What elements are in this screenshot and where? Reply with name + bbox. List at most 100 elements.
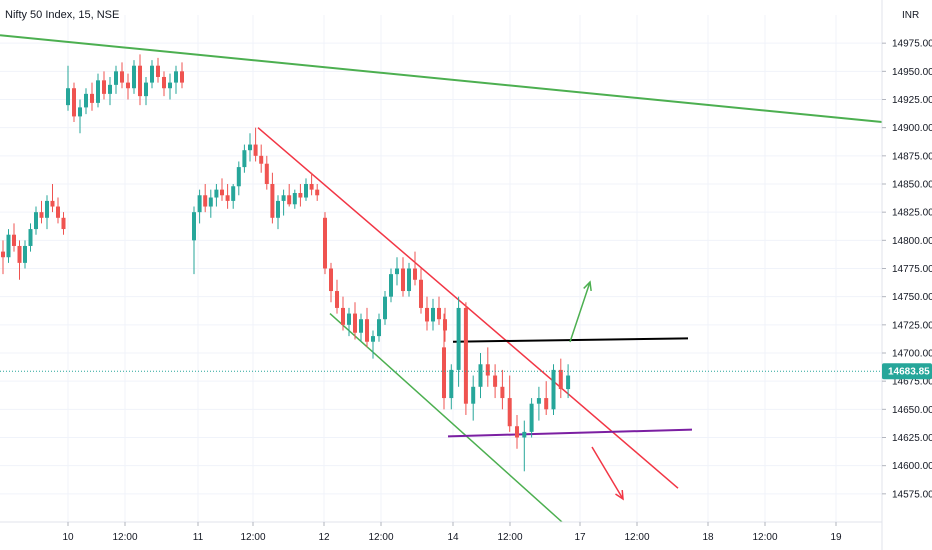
candle-body: [500, 386, 505, 399]
candle-body: [401, 268, 405, 292]
candle-body: [478, 364, 483, 387]
candle-body: [208, 197, 213, 207]
time-tick-label: 12:00: [368, 532, 393, 543]
candle-body: [431, 307, 435, 322]
candle-body: [23, 245, 27, 263]
candle-body: [558, 369, 563, 390]
candle-body: [442, 347, 446, 399]
time-tick-label: 14: [447, 532, 459, 543]
candle-body: [120, 71, 124, 83]
candle-body: [114, 71, 118, 85]
candle-body: [544, 398, 549, 410]
candle-body: [50, 200, 55, 207]
candle-body: [102, 80, 106, 94]
trendline-drawings[interactable]: [0, 34, 883, 523]
candle-body: [329, 268, 333, 292]
price-tick-label: 14950.00: [892, 67, 932, 78]
candle-body: [551, 369, 556, 410]
time-tick-label: 11: [193, 532, 204, 543]
candle-body: [12, 234, 16, 246]
candle-body: [471, 386, 476, 404]
candle-body: [395, 268, 399, 275]
price-tick-label: 14925.00: [892, 95, 932, 106]
candle-body: [34, 212, 38, 230]
candle-body: [6, 234, 11, 258]
candle-body: [259, 155, 264, 164]
candle-body: [359, 319, 363, 333]
candle-body: [389, 274, 393, 297]
candle-body: [353, 313, 357, 333]
last-price-badge: 14683.85: [882, 363, 932, 380]
price-axis[interactable]: 14575.00 14600.00 14625.00 14650.00 14675.00…: [882, 39, 932, 501]
candle-body: [138, 65, 142, 97]
candle-body: [248, 144, 252, 151]
candle-body: [536, 398, 541, 404]
price-tick-label: 14725.00: [892, 320, 932, 331]
candle-body: [456, 307, 461, 370]
price-tick-label: 14625.00: [892, 433, 932, 444]
candle-body: [522, 431, 527, 438]
candle-body: [56, 206, 60, 218]
candle-body: [132, 65, 136, 89]
candle-body: [443, 319, 447, 331]
candle-body: [150, 65, 154, 83]
time-tick-label: 10: [62, 532, 74, 543]
candle-body: [17, 245, 22, 263]
candle-body: [162, 76, 166, 89]
price-tick-label: 14750.00: [892, 292, 932, 303]
candle-body: [39, 212, 44, 218]
candle-body: [197, 195, 202, 213]
candle-body: [425, 307, 429, 322]
time-tick-label: 18: [702, 532, 714, 543]
candle-body: [225, 195, 230, 201]
candle-body: [323, 217, 327, 269]
candle-body: [383, 296, 387, 320]
candle-body: [365, 319, 369, 342]
candle-body: [347, 313, 351, 325]
candlestick-series: [1, 54, 571, 472]
candle-body: [192, 212, 196, 241]
price-tick-label: 14875.00: [892, 151, 932, 162]
last-price-badge-bg: [882, 363, 932, 380]
time-tick-label: 12:00: [240, 532, 265, 543]
breakout-arrow-up-shaft: [569, 281, 591, 343]
candle-body: [515, 426, 519, 438]
candle-body: [304, 184, 308, 198]
horizontal-support-line: [447, 428, 693, 438]
candle-body: [407, 268, 411, 292]
candle-body: [437, 307, 441, 320]
falling-channel-top-line: [257, 127, 679, 489]
candle-body: [90, 93, 94, 103]
candle-body: [529, 403, 534, 432]
candle-body: [335, 291, 339, 308]
candle-body: [493, 375, 498, 387]
candle-body: [253, 144, 258, 156]
candle-body: [270, 184, 275, 218]
time-tick-label: 17: [574, 532, 586, 543]
candle-body: [203, 195, 208, 207]
breakdown-arrow-down-head: [615, 489, 624, 501]
time-tick-label: 12:00: [624, 532, 649, 543]
long-term-resistance-line: [0, 34, 883, 124]
currency-label: INR: [902, 10, 919, 21]
candle-body: [180, 71, 184, 83]
candle-body: [231, 186, 236, 201]
chart-title: Nifty 50 Index, 15, NSE: [5, 9, 119, 21]
candle-body: [287, 195, 292, 205]
candle-body: [419, 279, 423, 308]
candle-body: [28, 229, 33, 246]
candle-body: [264, 163, 269, 184]
time-axis[interactable]: 10 12:00 11 12:00 12 12:00 14 12:00 17 12:00 18 12:…: [62, 522, 842, 543]
time-tick-label: 12: [318, 532, 330, 543]
time-tick-label: 12:00: [112, 532, 137, 543]
breakout-arrow-up-head: [583, 280, 592, 292]
candle-body: [96, 80, 100, 103]
candle-body: [78, 107, 82, 117]
candle-body: [449, 369, 454, 399]
candle-body: [292, 193, 297, 205]
candle-body: [66, 88, 70, 106]
candle-body: [84, 93, 88, 108]
candle-body: [144, 82, 148, 97]
candle-body: [1, 251, 5, 258]
